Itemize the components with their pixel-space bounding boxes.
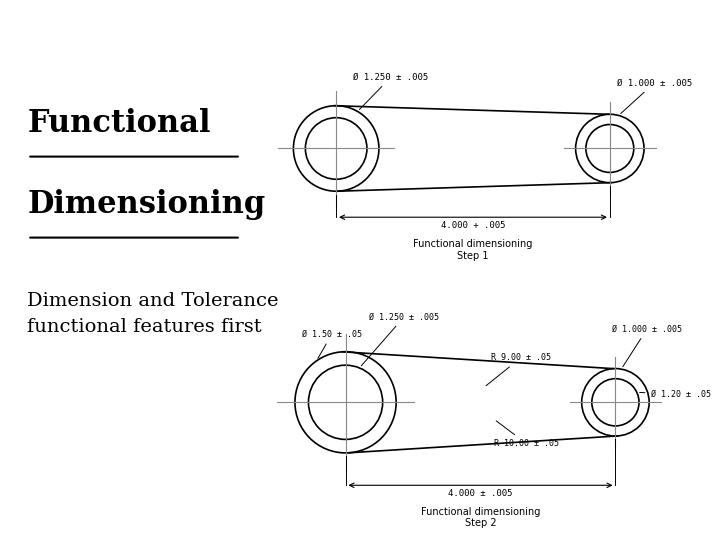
Text: R 10.00 ± .05: R 10.00 ± .05 <box>494 421 559 448</box>
Text: Ø 1.20 ± .05: Ø 1.20 ± .05 <box>639 390 711 399</box>
Text: 4.000 ± .005: 4.000 ± .005 <box>449 489 513 498</box>
Text: Functional: Functional <box>27 108 211 139</box>
Text: Ø 1.250 ± .005: Ø 1.250 ± .005 <box>361 312 439 366</box>
Text: Ø 1.000 ± .005: Ø 1.000 ± .005 <box>616 78 692 113</box>
Text: R 9.00 ± .05: R 9.00 ± .05 <box>486 354 551 386</box>
Text: Dimension and Tolerance
functional features first: Dimension and Tolerance functional featu… <box>27 292 279 336</box>
Text: Ø 1.50 ± .05: Ø 1.50 ± .05 <box>302 330 361 359</box>
Text: Functional dimensioning
Step 1: Functional dimensioning Step 1 <box>413 239 533 261</box>
Text: Ø 1.000 ± .005: Ø 1.000 ± .005 <box>612 325 682 367</box>
Text: 4.000 + .005: 4.000 + .005 <box>441 221 505 230</box>
Text: Functional dimensioning
Step 2: Functional dimensioning Step 2 <box>420 507 540 529</box>
Text: Ø 1.250 ± .005: Ø 1.250 ± .005 <box>354 73 428 110</box>
Text: Dimensioning: Dimensioning <box>27 189 266 220</box>
